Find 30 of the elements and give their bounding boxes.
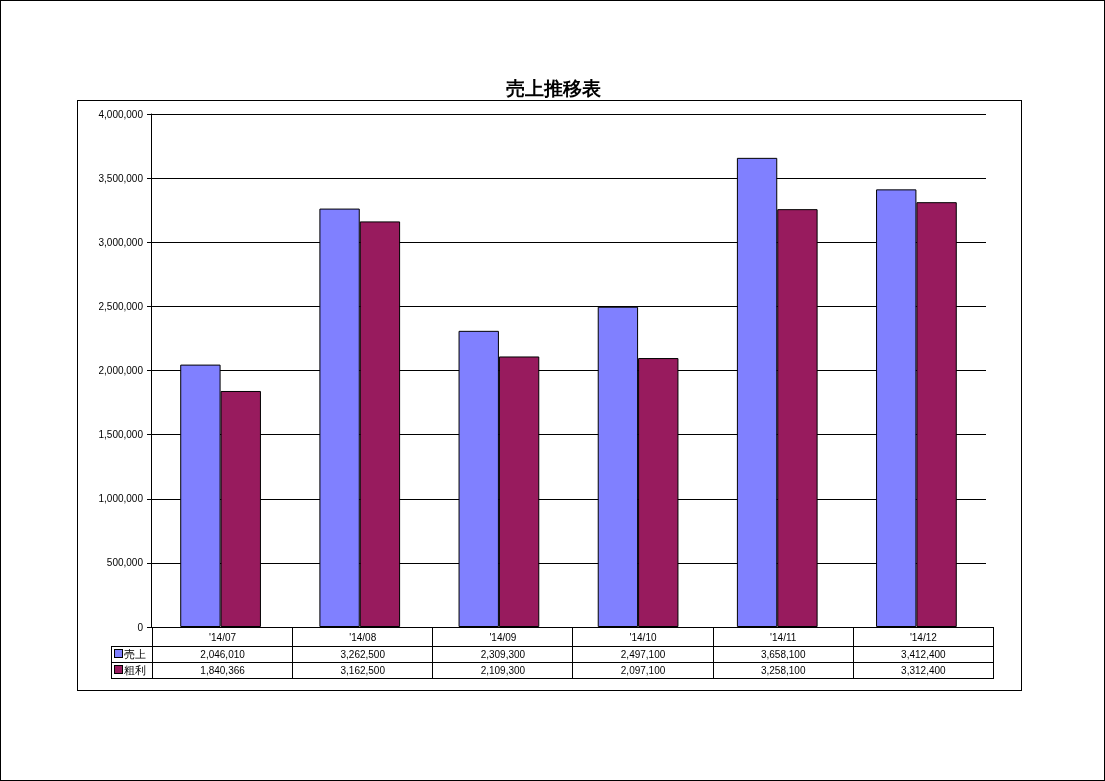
data-label: 3,262,500 xyxy=(292,646,433,663)
y-tick-label: 3,000,000 xyxy=(98,236,144,248)
data-label: 1,840,366 xyxy=(152,662,293,679)
y-tick-label: 4,000,000 xyxy=(98,108,144,120)
y-tick-label: 3,500,000 xyxy=(98,172,144,184)
y-tick-label: 500,000 xyxy=(106,557,144,569)
x-tick-label: '14/12 xyxy=(853,627,994,647)
data-label: 3,412,400 xyxy=(853,646,994,663)
y-tick-label: 0 xyxy=(137,621,144,633)
data-label: 3,658,100 xyxy=(713,646,854,663)
y-tick-label: 2,500,000 xyxy=(98,300,144,312)
legend-label: 売上 xyxy=(111,646,153,663)
data-label: 3,312,400 xyxy=(853,662,994,679)
x-tick-label: '14/10 xyxy=(572,627,714,647)
x-tick-label: '14/11 xyxy=(713,627,854,647)
x-tick-label: '14/09 xyxy=(432,627,573,647)
data-label: 2,309,300 xyxy=(432,646,573,663)
data-label: 2,497,100 xyxy=(572,646,714,663)
data-label: 2,097,100 xyxy=(572,662,714,679)
y-tick-label: 2,000,000 xyxy=(98,365,144,376)
data-label: 3,258,100 xyxy=(713,662,854,679)
legend-label: 粗利 xyxy=(111,662,153,679)
y-tick-label: 1,500,000 xyxy=(98,429,144,441)
x-tick-label: '14/07 xyxy=(152,627,293,647)
data-label: 3,162,500 xyxy=(292,662,433,679)
y-tick-label: 1,000,000 xyxy=(98,493,144,505)
x-tick-label: '14/08 xyxy=(292,627,433,647)
data-label: 2,109,300 xyxy=(432,662,573,679)
chart-title: 売上推移表 xyxy=(506,76,602,99)
data-label: 2,046,010 xyxy=(152,646,293,663)
